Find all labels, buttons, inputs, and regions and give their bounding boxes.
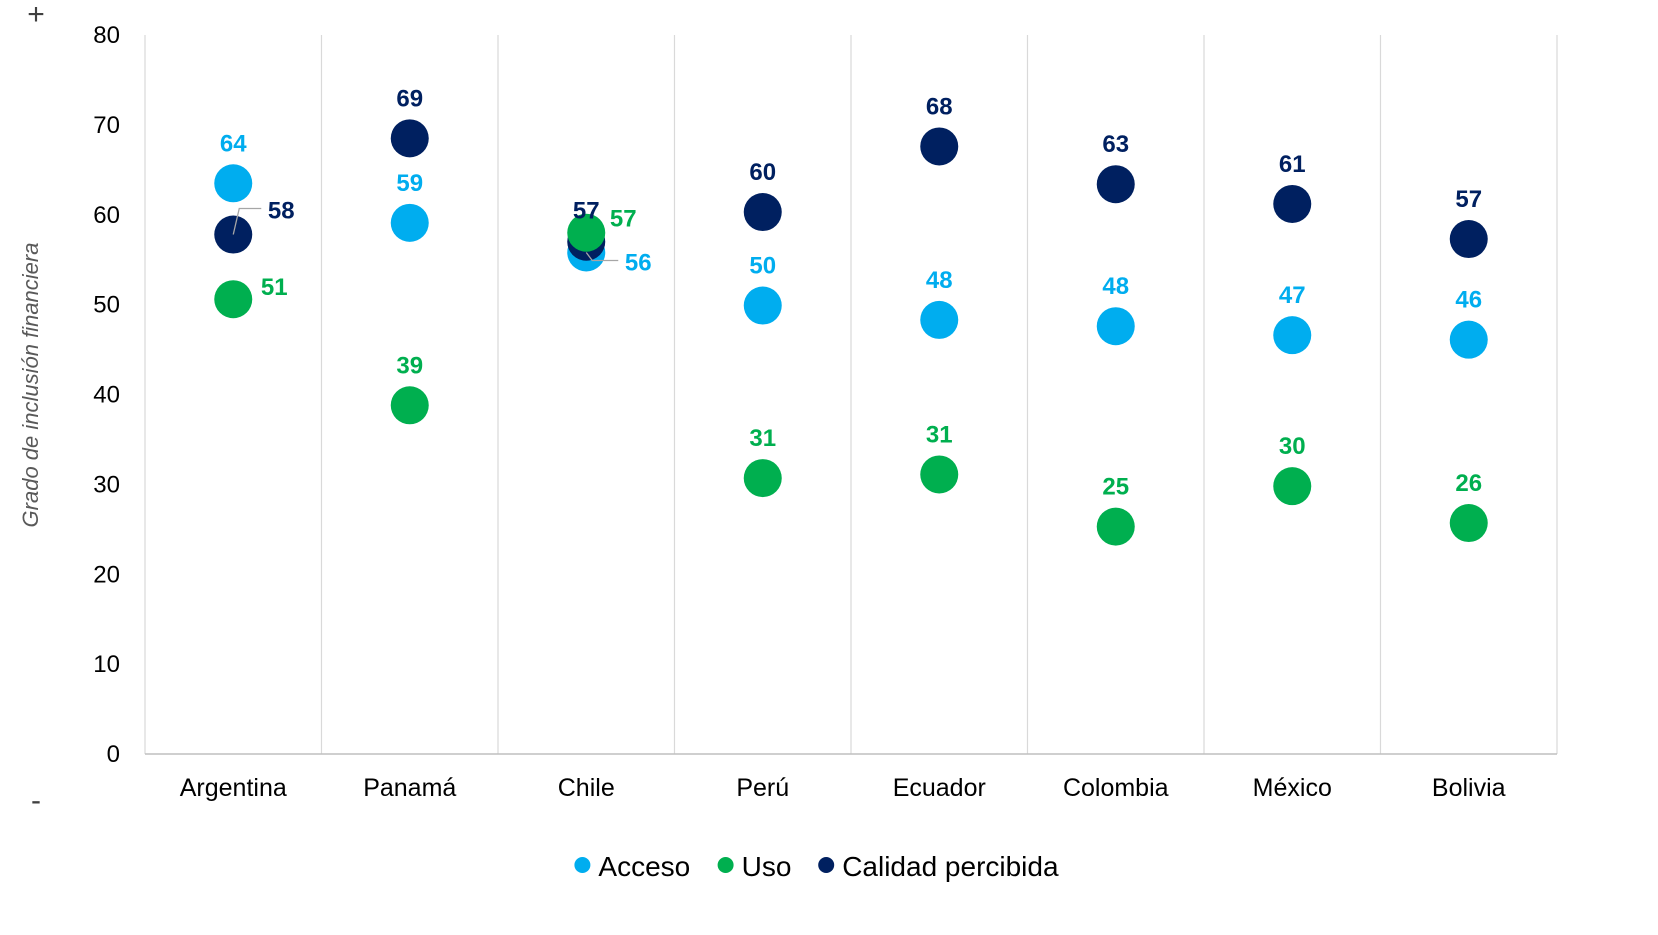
data-point-uso	[743, 459, 782, 498]
data-point-acceso	[214, 164, 253, 203]
data-label-acceso: 50	[749, 253, 776, 280]
data-point-calidad-percibida	[1096, 165, 1135, 204]
data-label-acceso: 48	[926, 267, 953, 294]
data-label-uso: 31	[926, 421, 953, 448]
x-tick-label: Chile	[558, 774, 615, 802]
y-tick-label: 0	[107, 741, 120, 768]
y-tick-label: 50	[93, 292, 120, 319]
label-leader-line	[232, 207, 262, 235]
x-tick-label: México	[1253, 774, 1332, 802]
x-tick-label: Perú	[736, 774, 789, 802]
data-point-calidad-percibida	[390, 119, 429, 158]
legend-label-uso: Uso	[742, 851, 792, 882]
data-point-acceso	[920, 300, 959, 339]
axis-bottom-sign: -	[31, 784, 41, 817]
y-tick-label: 30	[93, 471, 120, 498]
data-label-uso: 57	[610, 206, 637, 233]
legend-label-acceso: Acceso	[598, 851, 690, 882]
data-label-uso: 39	[396, 352, 423, 379]
data-point-acceso	[743, 286, 782, 325]
data-label-acceso: 64	[220, 130, 247, 157]
data-label-calidad-percibida: 68	[926, 93, 953, 120]
data-point-uso	[567, 213, 606, 252]
data-point-calidad-percibida	[1273, 184, 1312, 223]
axis-top-sign: +	[27, 0, 45, 31]
data-point-uso	[214, 280, 253, 319]
data-label-uso: 26	[1455, 470, 1482, 497]
data-point-acceso	[1273, 316, 1312, 355]
data-point-uso	[1273, 467, 1312, 506]
legend-label-calidad-percibida: Calidad percibida	[842, 851, 1059, 882]
data-label-acceso: 47	[1279, 282, 1306, 309]
y-tick-label: 40	[93, 382, 120, 409]
x-tick-label: Argentina	[180, 774, 287, 802]
x-tick-label: Ecuador	[893, 774, 986, 802]
data-label-uso: 31	[749, 425, 776, 452]
data-point-calidad-percibida	[920, 127, 959, 166]
x-tick-label: Bolivia	[1432, 774, 1506, 802]
y-tick-label: 60	[93, 202, 120, 229]
y-tick-label: 20	[93, 561, 120, 588]
data-label-calidad-percibida: 63	[1102, 131, 1129, 158]
data-point-acceso	[1096, 307, 1135, 346]
data-label-calidad-percibida: 58	[268, 198, 295, 225]
data-label-calidad-percibida: 57	[1455, 186, 1482, 213]
data-point-uso	[1449, 504, 1488, 543]
x-tick-label: Colombia	[1063, 774, 1169, 802]
data-point-calidad-percibida	[1449, 220, 1488, 259]
y-tick-label: 10	[93, 651, 120, 678]
data-label-acceso: 46	[1455, 287, 1482, 314]
data-label-uso: 51	[261, 274, 288, 301]
y-tick-label: 80	[93, 22, 120, 49]
data-label-uso: 30	[1279, 433, 1306, 460]
y-tick-label: 70	[93, 112, 120, 139]
data-label-calidad-percibida: 61	[1279, 151, 1306, 178]
data-point-calidad-percibida	[743, 193, 782, 232]
data-point-uso	[1096, 507, 1135, 546]
data-label-acceso: 59	[396, 170, 423, 197]
label-leader-line	[585, 252, 619, 262]
data-point-acceso	[1449, 320, 1488, 359]
y-axis-title: Grado de inclusión financiera	[18, 243, 43, 528]
data-point-acceso	[390, 203, 429, 242]
legend-marker-uso	[717, 857, 734, 873]
legend-marker-calidad-percibida	[818, 857, 835, 873]
legend-marker-acceso	[574, 857, 591, 873]
x-tick-label: Panamá	[363, 774, 456, 802]
data-label-calidad-percibida: 69	[396, 85, 423, 112]
data-point-uso	[390, 386, 429, 425]
data-label-acceso: 56	[625, 249, 652, 276]
data-label-uso: 25	[1102, 474, 1129, 501]
data-label-acceso: 48	[1102, 273, 1129, 300]
data-label-calidad-percibida: 60	[749, 159, 776, 186]
data-point-uso	[920, 455, 959, 494]
data-label-calidad-percibida: 57	[573, 198, 600, 225]
